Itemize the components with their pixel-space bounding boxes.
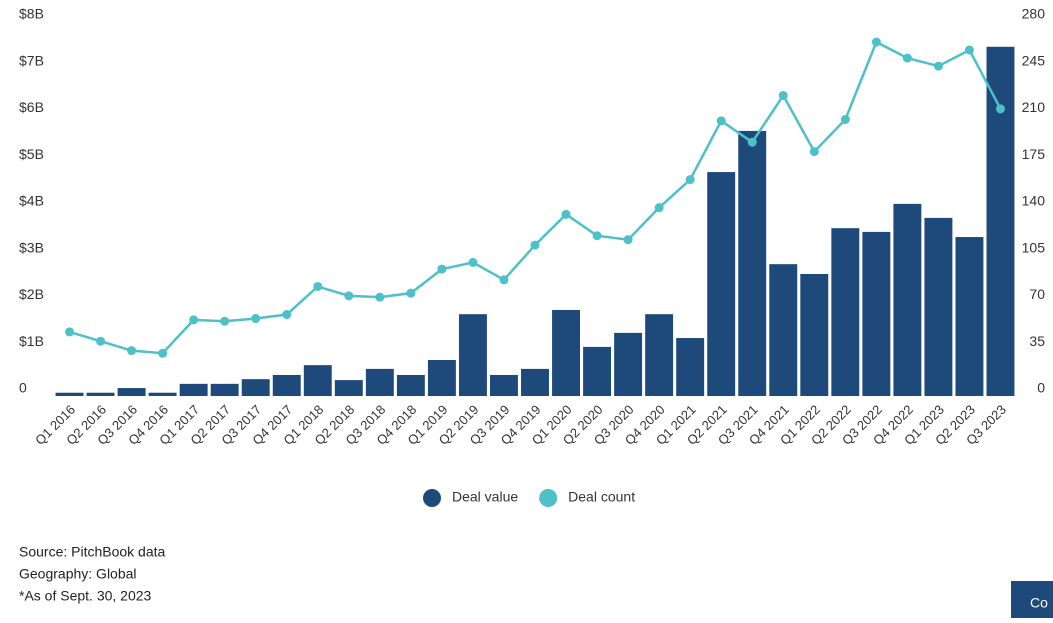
y-tick-label: $2B	[19, 286, 44, 302]
bar	[365, 368, 394, 396]
line-point	[902, 53, 912, 63]
line-point	[530, 240, 540, 250]
legend-marker	[423, 489, 441, 507]
line-point	[344, 291, 354, 301]
line-point	[251, 314, 261, 324]
bar	[272, 374, 301, 396]
y-tick-label: $8B	[19, 6, 44, 22]
button-label[interactable]: Co	[1030, 595, 1048, 611]
line-point	[313, 281, 323, 291]
line-point	[220, 316, 230, 326]
line	[69, 40, 1002, 355]
line-point	[654, 203, 664, 213]
line-point	[375, 292, 385, 302]
line-point	[592, 231, 602, 241]
bar	[552, 309, 580, 396]
footnote: Source: PitchBook data	[19, 544, 166, 560]
bar	[490, 374, 518, 396]
bar	[241, 379, 270, 396]
bar	[55, 392, 84, 396]
button[interactable]	[1011, 581, 1053, 618]
y2-tick-label: 280	[1022, 6, 1046, 22]
bar	[521, 368, 549, 396]
y2-tick-label: 105	[1022, 239, 1046, 255]
bar	[583, 346, 612, 396]
line-point	[158, 348, 168, 358]
line-point	[778, 90, 788, 100]
footnote: Geography: Global	[19, 566, 137, 582]
y2-tick-label: 70	[1029, 286, 1045, 302]
legend-label: Deal count	[568, 489, 635, 505]
line-point	[189, 315, 199, 325]
bar	[303, 365, 332, 396]
line-point	[437, 264, 447, 274]
line-point	[282, 310, 292, 320]
line-point	[747, 137, 757, 147]
bar	[986, 46, 1015, 397]
legend-label: Deal value	[452, 489, 518, 505]
bar	[707, 172, 736, 396]
line-point	[964, 45, 974, 55]
y2-tick-label: 35	[1029, 333, 1045, 349]
y-tick-label: $5B	[19, 146, 44, 162]
bar	[334, 380, 363, 396]
bar	[117, 388, 146, 396]
bar	[645, 314, 674, 396]
y2-tick-label: 245	[1022, 52, 1046, 68]
line-point	[840, 115, 850, 125]
line-point	[65, 327, 75, 337]
bar	[893, 203, 922, 396]
line-point	[96, 336, 106, 346]
legend-marker	[539, 489, 558, 507]
bar	[614, 332, 643, 396]
bar	[738, 130, 767, 397]
bar	[179, 383, 208, 396]
y-tick-label: $1B	[19, 333, 44, 349]
bar	[862, 231, 891, 396]
line-point	[933, 61, 943, 71]
footnote: *As of Sept. 30, 2023	[19, 588, 152, 604]
line-point	[809, 147, 819, 157]
y2-tick-label: 175	[1022, 146, 1046, 162]
y-tick-label: $7B	[19, 52, 44, 68]
bar	[924, 217, 953, 396]
y-tick-label: 0	[19, 380, 27, 396]
bar	[210, 383, 239, 396]
y2-tick-label: 210	[1022, 99, 1046, 115]
line-point	[995, 104, 1005, 114]
line-point	[127, 346, 137, 356]
y2-tick-label: 0	[1037, 380, 1045, 396]
y-tick-label: $3B	[19, 239, 44, 255]
bar	[676, 338, 705, 396]
line-point	[406, 288, 416, 298]
bar	[458, 314, 487, 396]
y-tick-label: $4B	[19, 193, 44, 209]
line-point	[499, 275, 509, 285]
bar	[769, 264, 798, 396]
line-point	[871, 37, 881, 47]
bar	[831, 228, 860, 396]
bar	[800, 273, 829, 396]
y2-tick-label: 140	[1022, 193, 1046, 209]
bar	[148, 392, 177, 396]
line-point	[716, 116, 726, 126]
y-tick-label: $6B	[19, 99, 44, 115]
line-point	[623, 235, 633, 245]
bar	[427, 360, 456, 396]
line-point	[561, 209, 571, 219]
bar	[955, 237, 984, 396]
bar	[86, 392, 115, 396]
line-point	[685, 175, 695, 185]
bar	[396, 374, 425, 396]
line-point	[468, 257, 478, 267]
